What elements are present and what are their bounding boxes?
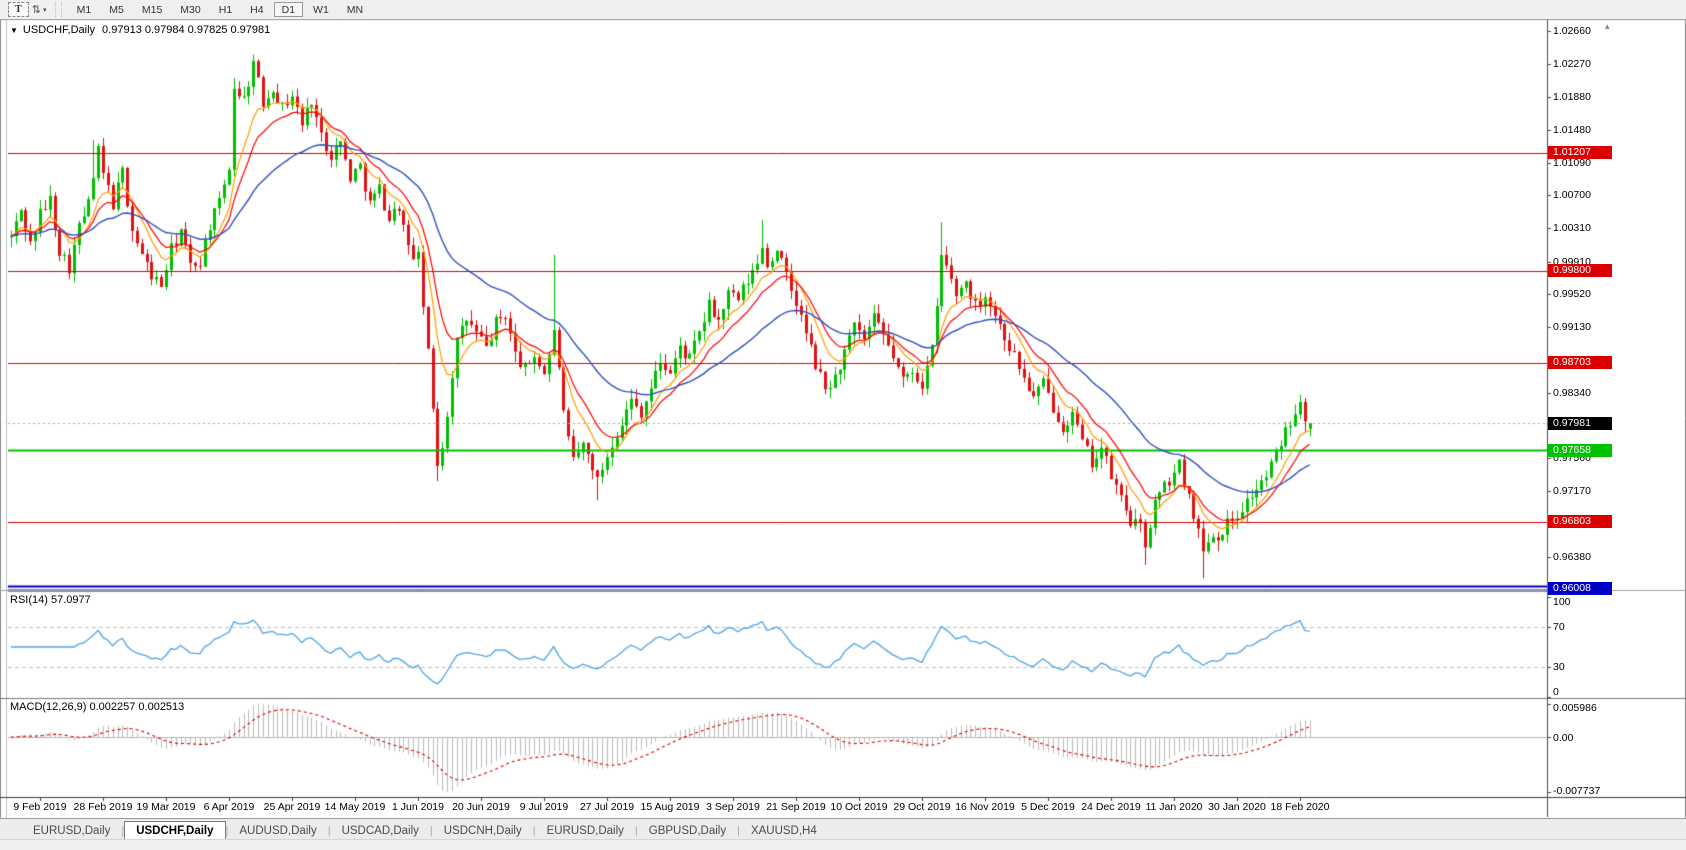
date-tick-label: 1 Jun 2019 (392, 801, 444, 813)
rsi-tick-label: 100 (1553, 596, 1571, 608)
chart-symbol-label: USDCHF,Daily (22, 24, 96, 36)
macd-tick-label: -0.007737 (1553, 785, 1601, 797)
tab-separator: | (225, 825, 229, 837)
price-badge-0.97658: 0.97658 (1548, 443, 1612, 457)
price-tick-label: 1.01090 (1553, 156, 1591, 169)
date-tick-label: 30 Jan 2020 (1208, 801, 1266, 813)
rsi-tick-label: 0 (1553, 686, 1559, 698)
date-tick-label: 18 Feb 2020 (1270, 801, 1330, 813)
date-tick-label: 25 Apr 2019 (263, 801, 321, 813)
date-tick-label: 28 Feb 2019 (73, 801, 133, 813)
date-tick-label: 19 Mar 2019 (136, 801, 196, 813)
price-tick-label: 0.98340 (1553, 387, 1591, 400)
timeframe-button-m1[interactable]: M1 (68, 2, 100, 17)
timeframe-button-h1[interactable]: H1 (210, 2, 241, 17)
price-tick-label: 0.96380 (1553, 551, 1591, 564)
text-tool-button[interactable]: T (8, 2, 29, 17)
arrows-tool-button[interactable]: ⇅ ▾ (31, 2, 48, 17)
toolbar-drag-handle[interactable] (54, 2, 62, 17)
tab-usdcnh-daily[interactable]: USDCNH,Daily (443, 825, 522, 837)
chart-ohlc-values: 0.97913 0.97984 0.97825 0.97981 (102, 24, 271, 36)
price-badge-0.96008: 0.96008 (1548, 581, 1612, 595)
price-badge-0.98703: 0.98703 (1548, 356, 1612, 370)
date-tick-label: 10 Oct 2019 (830, 801, 888, 813)
tab-gbpusd-daily[interactable]: GBPUSD,Daily (648, 825, 727, 837)
tab-separator: | (327, 825, 331, 837)
tab-usdcad-daily[interactable]: USDCAD,Daily (341, 825, 419, 837)
price-badge-0.96803: 0.96803 (1548, 515, 1612, 529)
price-tick-label: 0.99520 (1553, 288, 1591, 301)
tab-eurusd-daily[interactable]: EURUSD,Daily (33, 825, 111, 837)
collapse-triangle-icon[interactable]: ▼ (10, 26, 18, 35)
tab-separator: | (634, 825, 638, 837)
price-tick-label: 0.99130 (1553, 320, 1591, 333)
date-tick-label: 11 Jan 2020 (1145, 801, 1203, 813)
timeframe-button-m5[interactable]: M5 (101, 2, 132, 17)
timeframe-button-m15[interactable]: M15 (133, 2, 171, 17)
chart-shift-marker-icon: ▴ (1605, 21, 1610, 31)
date-tick-label: 15 Aug 2019 (640, 801, 700, 813)
date-tick-label: 3 Sep 2019 (706, 801, 760, 813)
price-tick-label: 1.00310 (1553, 222, 1591, 235)
tab-eurusd-daily[interactable]: EURUSD,Daily (546, 825, 624, 837)
price-tick-label: 0.97170 (1553, 485, 1591, 498)
timeframe-button-group: M1 M5 M15 M30 H1 H4 D1 W1 MN (68, 2, 372, 17)
date-tick-label: 29 Oct 2019 (893, 801, 951, 813)
macd-indicator-label: MACD(12,26,9) 0.002257 0.002513 (10, 701, 185, 713)
date-tick-label: 9 Feb 2019 (13, 801, 67, 813)
date-tick-label: 5 Dec 2019 (1021, 801, 1075, 813)
date-tick-label: 24 Dec 2019 (1081, 801, 1141, 813)
status-bar (0, 839, 1686, 850)
tab-separator: | (737, 825, 740, 837)
macd-tick-label: 0.00 (1553, 731, 1574, 744)
timeframe-button-mn[interactable]: MN (338, 2, 372, 17)
tab-audusd-daily[interactable]: AUDUSD,Daily (239, 825, 317, 837)
price-tick-label: 1.00700 (1553, 189, 1591, 202)
tab-separator: | (429, 825, 433, 837)
price-tick-label: 1.02270 (1553, 57, 1591, 70)
chart-title: ▼ USDCHF,Daily 0.97913 0.97984 0.97825 0.9… (10, 24, 270, 36)
timeframe-button-w1[interactable]: W1 (305, 2, 337, 17)
tab-separator: | (532, 825, 536, 837)
price-badge-0.99800: 0.99800 (1548, 264, 1612, 278)
date-tick-label: 6 Apr 2019 (203, 801, 255, 813)
timeframe-button-h4[interactable]: H4 (242, 2, 272, 17)
date-tick-label: 27 Jul 2019 (579, 801, 635, 813)
chevron-down-icon: ▾ (43, 6, 47, 14)
date-tick-label: 14 May 2019 (324, 801, 386, 813)
tab-usdchf-daily[interactable]: USDCHF,Daily (124, 821, 226, 840)
rsi-tick-label: 70 (1553, 621, 1565, 633)
date-tick-label: 21 Sep 2019 (766, 801, 826, 813)
chart-tab-bar: EURUSD,Daily | USDCHF,Daily | AUDUSD,Daily | U… (0, 818, 1686, 840)
price-badge-0.97981: 0.97981 (1548, 416, 1612, 430)
top-toolbar: T ⇅ ▾ M1 M5 M15 M30 H1 H4 D1 W1 MN (0, 0, 1686, 20)
rsi-indicator-label: RSI(14) 57.0977 (10, 594, 91, 606)
date-tick-label: 9 Jul 2019 (519, 801, 569, 813)
date-tick-label: 20 Jun 2019 (452, 801, 510, 813)
price-tick-label: 1.01880 (1553, 90, 1591, 103)
macd-tick-label: 0.005986 (1553, 702, 1597, 714)
price-badge-1.01207: 1.01207 (1548, 146, 1612, 160)
timeframe-button-m30[interactable]: M30 (172, 2, 209, 17)
price-tick-label: 1.02660 (1553, 25, 1591, 38)
rsi-tick-label: 30 (1553, 661, 1565, 673)
arrows-tool-icon: ⇅ (31, 3, 42, 16)
timeframe-button-d1[interactable]: D1 (273, 2, 304, 17)
chart-tabs: EURUSD,Daily | USDCHF,Daily | AUDUSD,Daily | U… (22, 821, 828, 840)
tab-separator: | (121, 825, 125, 837)
date-tick-label: 16 Nov 2019 (955, 801, 1015, 813)
price-tick-label: 1.01480 (1553, 124, 1591, 137)
tab-xauusd-h4[interactable]: XAUUSD,H4 (750, 825, 817, 837)
